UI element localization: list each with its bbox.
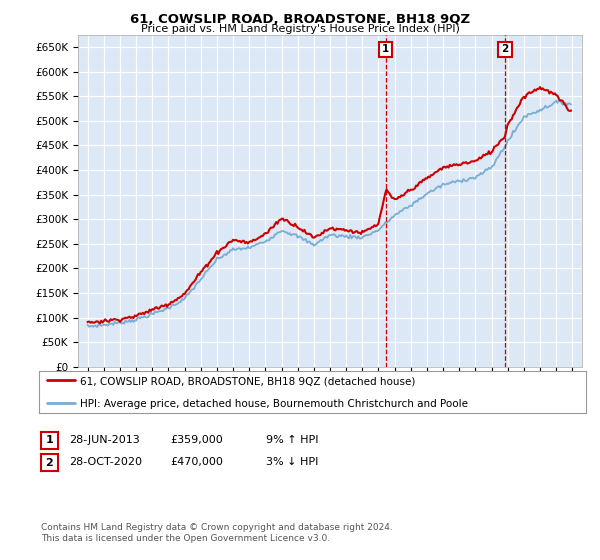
Text: This data is licensed under the Open Government Licence v3.0.: This data is licensed under the Open Gov… (41, 534, 330, 543)
Text: Price paid vs. HM Land Registry's House Price Index (HPI): Price paid vs. HM Land Registry's House … (140, 24, 460, 34)
Text: 61, COWSLIP ROAD, BROADSTONE, BH18 9QZ (detached house): 61, COWSLIP ROAD, BROADSTONE, BH18 9QZ (… (80, 376, 415, 386)
Text: Contains HM Land Registry data © Crown copyright and database right 2024.: Contains HM Land Registry data © Crown c… (41, 523, 392, 532)
Text: 1: 1 (46, 435, 53, 445)
Text: HPI: Average price, detached house, Bournemouth Christchurch and Poole: HPI: Average price, detached house, Bour… (80, 399, 468, 409)
Text: 2: 2 (502, 44, 509, 54)
Text: 9% ↑ HPI: 9% ↑ HPI (266, 435, 319, 445)
Text: 2: 2 (46, 458, 53, 468)
Text: 3% ↓ HPI: 3% ↓ HPI (266, 457, 318, 467)
Text: 28-OCT-2020: 28-OCT-2020 (70, 457, 143, 467)
Text: 28-JUN-2013: 28-JUN-2013 (70, 435, 140, 445)
Text: £359,000: £359,000 (170, 435, 223, 445)
Text: £470,000: £470,000 (170, 457, 223, 467)
Text: 61, COWSLIP ROAD, BROADSTONE, BH18 9QZ: 61, COWSLIP ROAD, BROADSTONE, BH18 9QZ (130, 13, 470, 26)
Text: 1: 1 (382, 44, 389, 54)
